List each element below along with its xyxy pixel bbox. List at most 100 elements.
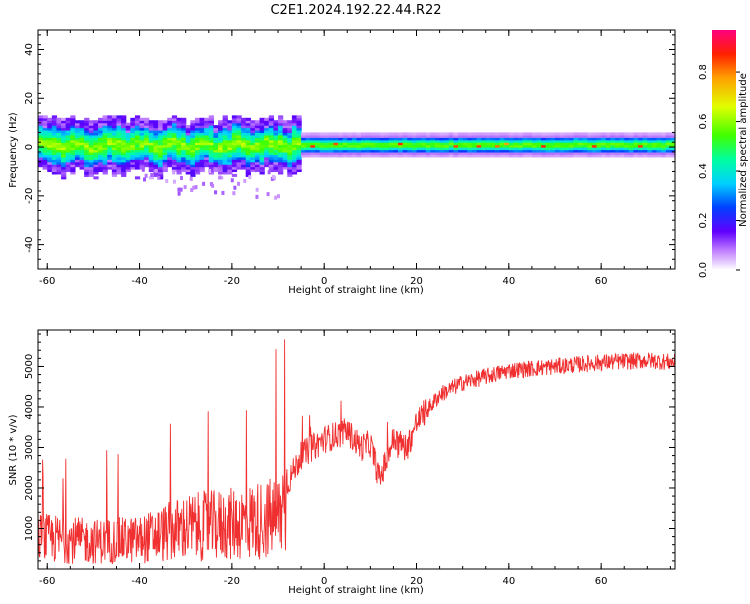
spectrogram-cell — [88, 144, 94, 148]
spectrogram-cell — [70, 169, 76, 173]
spectrogram-cell — [130, 151, 136, 155]
spectrogram-cell — [494, 139, 501, 143]
spectrogram-cell — [421, 137, 427, 141]
spectrogram-cell — [236, 164, 242, 168]
spectrogram-cell — [245, 154, 251, 158]
spectrogram-cell — [245, 161, 251, 165]
spectrogram-cell — [250, 169, 256, 173]
spectrogram-cell — [407, 151, 413, 155]
spectrogram-cell — [305, 139, 311, 143]
spectrogram-cell — [541, 137, 547, 141]
spectrogram-cell — [176, 117, 182, 121]
spectrogram-cell — [190, 125, 196, 129]
spectrogram-cell — [264, 161, 270, 165]
spectrogram-cell — [462, 132, 468, 136]
spectrogram-cell — [504, 149, 510, 153]
spectrogram-cell — [227, 120, 233, 124]
spectrogram-cell — [148, 169, 154, 173]
spectrogram-cell — [351, 154, 358, 158]
spectrogram-cell — [518, 137, 524, 141]
spectrogram-cell — [545, 137, 551, 141]
spectrogram-cell — [605, 154, 611, 158]
spectrogram-cell — [324, 139, 330, 143]
spectrogram-cell — [153, 142, 159, 146]
spectrogram-cell — [65, 161, 71, 165]
spectrogram-cell — [190, 122, 196, 126]
spectrogram-cell — [190, 134, 196, 138]
spectrogram-cell — [111, 156, 118, 160]
spectrogram-cell — [194, 129, 201, 134]
spectrogram-cell — [116, 149, 122, 153]
spectrogram-cell — [582, 139, 588, 143]
spectrogram-cell — [93, 122, 99, 126]
snr-series-line — [37, 339, 676, 565]
spectrogram-cell — [351, 151, 358, 155]
x-tick-label: -20 — [224, 276, 240, 287]
spectrogram-cell — [448, 132, 455, 136]
spectrogram-cell — [245, 151, 251, 155]
spectrogram-cell — [296, 137, 302, 141]
spectrogram-cell — [596, 134, 602, 138]
spectrogram-cell — [98, 134, 104, 138]
spectrogram-cell — [591, 137, 598, 141]
spectrogram-cell — [171, 122, 178, 126]
spectrogram-cell — [268, 129, 275, 134]
spectrogram-cell — [347, 132, 353, 136]
spectrogram-cell — [398, 142, 404, 146]
spectrogram-cell — [79, 149, 85, 153]
spectrogram-cell — [591, 134, 598, 138]
spectrogram-cell — [176, 129, 182, 134]
spectrogram-cell — [56, 156, 62, 160]
spectrogram-cell — [102, 159, 108, 163]
spectrogram-cell — [494, 132, 501, 136]
spectrogram-cell — [56, 137, 62, 141]
spectrogram-cell — [393, 147, 399, 151]
spectrogram-cell — [79, 147, 85, 151]
spectrogram-cell — [93, 142, 99, 146]
spectrogram-cell — [93, 154, 99, 158]
spectrogram-cell — [176, 144, 182, 148]
spectrogram-cell — [638, 149, 644, 153]
spectrogram-cell — [504, 134, 510, 138]
spectrogram-cell — [222, 151, 228, 155]
spectrogram-cell — [614, 151, 621, 155]
spectrogram-cell — [171, 142, 178, 146]
spectrogram-cell — [130, 122, 136, 126]
spectrogram-cell — [398, 137, 404, 141]
spectrogram-cell — [365, 132, 371, 136]
spectrogram-cell — [656, 132, 662, 136]
spectrogram-cell — [236, 154, 242, 158]
spectrogram-cell — [130, 132, 136, 136]
spectrogram-cell — [587, 132, 593, 136]
spectrogram-cell — [125, 156, 131, 160]
spectrogram-cell — [181, 142, 187, 146]
spectrogram-cell — [554, 142, 561, 146]
spectrogram-outlier — [266, 192, 270, 197]
spectrogram-cell — [661, 137, 667, 141]
spectrogram-cell — [268, 139, 275, 143]
spectrogram-cell — [222, 122, 228, 126]
spectrogram-cell — [287, 127, 293, 131]
spectrogram-cell — [333, 147, 339, 151]
spectrogram-cell — [102, 122, 108, 126]
spectrogram-cell — [148, 142, 154, 146]
spectrogram-cell — [444, 139, 450, 143]
spectrogram-cell — [467, 137, 473, 141]
spectrogram-cell — [208, 134, 215, 138]
spectrogram-cell — [167, 144, 173, 148]
spectrogram-cell — [98, 117, 104, 121]
spectrogram-cell — [208, 166, 215, 170]
spectrogram-cell — [111, 115, 118, 119]
spectrogram-cell — [467, 147, 473, 151]
spectrogram-cell — [121, 169, 127, 173]
spectrogram-cell — [171, 161, 178, 165]
spectrogram-cell — [610, 144, 616, 148]
spectrogram-cell — [199, 120, 205, 124]
spectrogram-cell — [518, 132, 524, 136]
spectrogram-cell — [393, 139, 399, 143]
spectrogram-cell — [361, 144, 367, 148]
spectrogram-cell — [361, 142, 367, 146]
spectrogram-cell — [379, 149, 385, 153]
spectrogram-cell — [111, 154, 118, 158]
spectrogram-cell — [190, 120, 196, 124]
